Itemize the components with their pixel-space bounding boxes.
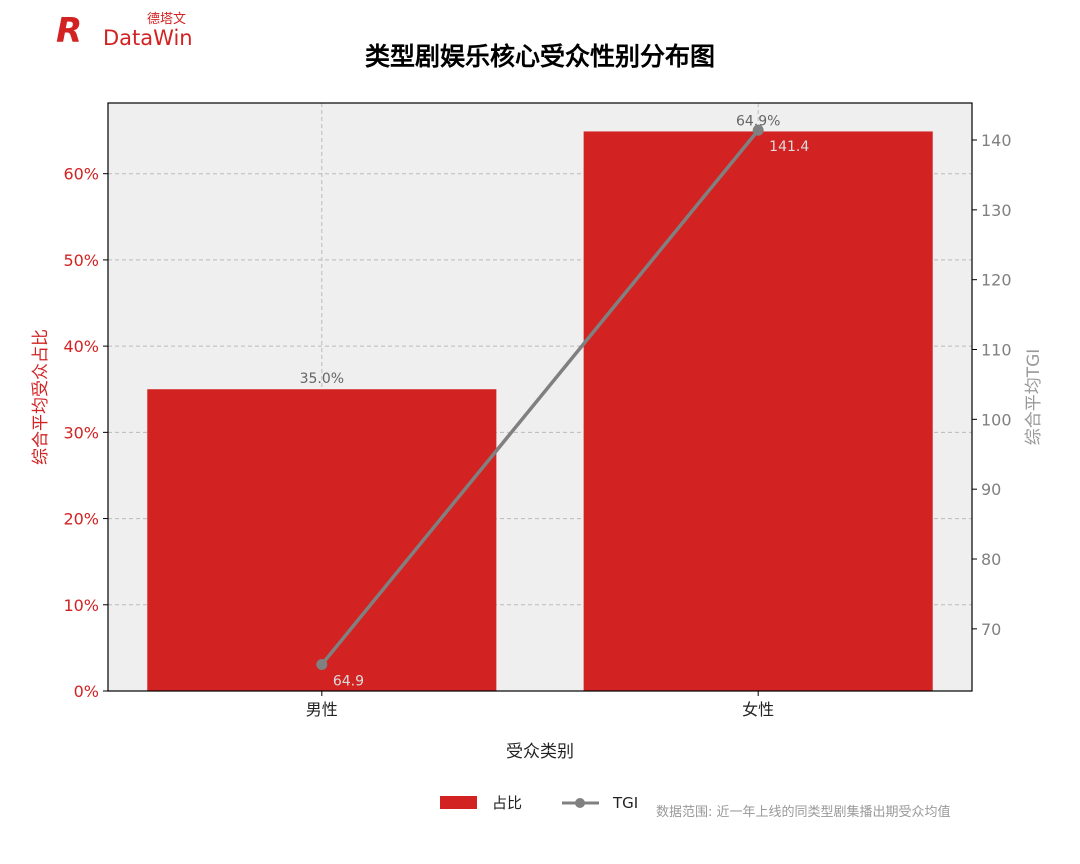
tgi-label: 141.4 <box>769 139 809 155</box>
y-right-tick-label: 100 <box>981 410 1012 429</box>
bars <box>147 131 933 692</box>
tgi-line-path <box>320 129 760 666</box>
legend: 占比 TGI <box>440 794 638 812</box>
y-right-tick-label: 130 <box>981 201 1012 220</box>
bar-0 <box>147 389 497 691</box>
legend-bar-swatch <box>440 796 477 809</box>
y-axis-left-label: 综合平均受众占比 <box>31 329 51 465</box>
y-left-tick-label: 40% <box>63 337 99 356</box>
y-right-tick-label: 110 <box>981 341 1012 360</box>
y-left-tick-label: 20% <box>63 510 99 529</box>
x-tick-label: 男性 <box>306 700 338 719</box>
tgi-point <box>752 124 764 136</box>
y-right-tick-label: 120 <box>981 271 1012 290</box>
y-axis-right-label: 综合平均TGI <box>1024 349 1044 446</box>
legend-bar-label: 占比 <box>492 794 522 812</box>
y-left-tick-label: 0% <box>74 682 99 701</box>
y-right-tick-label: 140 <box>981 131 1012 150</box>
plot-frame <box>107 102 973 692</box>
y-left-tick-label: 30% <box>63 423 99 442</box>
bar-label: 35.0% <box>300 371 344 387</box>
logo: R 德塔文 DataWin <box>56 11 193 51</box>
tgi-point <box>316 658 328 670</box>
logo-mark: R <box>56 11 82 51</box>
y-left-tick-label: 50% <box>63 251 99 270</box>
chart-title: 类型剧娱乐核心受众性别分布图 <box>365 42 715 71</box>
bar-1 <box>583 131 933 692</box>
y-left-tick-label: 10% <box>63 596 99 615</box>
y-left-tick-label: 60% <box>63 165 99 184</box>
legend-line-marker <box>575 798 585 808</box>
axes: 0% 10% 20% 30% 40% 50% 60% 70 80 90 100 110 120 130 14… <box>63 131 1011 719</box>
tgi-line: 35.0% 64.9% 64.9 141.4 <box>300 113 810 689</box>
x-axis-label: 受众类别 <box>506 742 574 762</box>
logo-en: DataWin <box>103 26 193 50</box>
legend-line-label: TGI <box>612 794 638 812</box>
bar-label: 64.9% <box>736 113 780 129</box>
tgi-label: 64.9 <box>333 673 364 689</box>
footnote: 数据范围: 近一年上线的同类型剧集播出期受众均值 <box>656 804 951 820</box>
y-right-tick-label: 90 <box>981 480 1001 499</box>
y-right-tick-label: 80 <box>981 550 1001 569</box>
y-right-tick-label: 70 <box>981 620 1001 639</box>
logo-cn: 德塔文 <box>147 12 186 27</box>
x-tick-label: 女性 <box>742 700 774 719</box>
